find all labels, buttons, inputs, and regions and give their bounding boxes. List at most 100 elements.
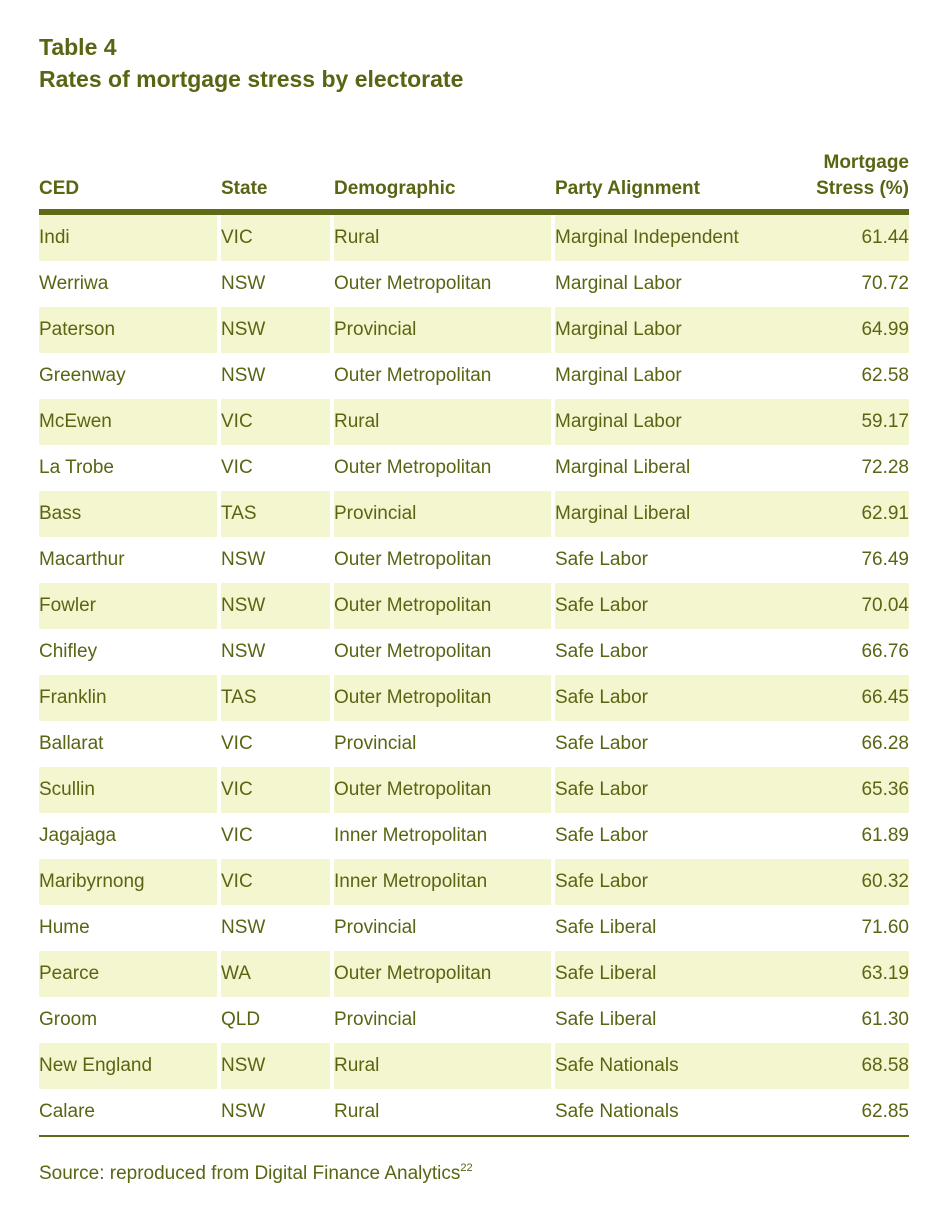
cell-stress: 66.28 xyxy=(861,733,909,754)
column-gap xyxy=(330,767,334,813)
column-header-stress-line1: Mortgage xyxy=(823,152,910,173)
column-gap xyxy=(217,675,221,721)
cell-party: Marginal Labor xyxy=(555,273,682,294)
column-gap xyxy=(551,813,555,859)
cell-ced: Franklin xyxy=(39,675,217,721)
cell-demographic: Rural xyxy=(334,1043,551,1089)
cell-state: NSW xyxy=(221,549,266,570)
column-gap xyxy=(330,997,334,1043)
cell-party: Safe Liberal xyxy=(555,1009,657,1030)
column-header-party: Party Alignment xyxy=(555,150,781,215)
cell-demographic: Rural xyxy=(334,212,551,261)
cell-stress: 66.76 xyxy=(861,641,909,662)
column-gap xyxy=(551,767,555,813)
cell-stress: 63.19 xyxy=(781,951,909,997)
cell-party: Safe Labor xyxy=(555,675,781,721)
column-gap xyxy=(551,399,555,445)
cell-ced: Werriwa xyxy=(39,273,109,294)
cell-party: Marginal Labor xyxy=(555,399,781,445)
cell-ced: Greenway xyxy=(39,365,126,386)
cell-ced: Jagajaga xyxy=(39,825,117,846)
column-gap xyxy=(217,997,221,1043)
cell-ced: Chifley xyxy=(39,641,98,662)
table-row: Macarthur NSW Outer Metropolitan Safe Labor… xyxy=(39,537,909,583)
column-gap xyxy=(551,1089,555,1137)
cell-stress: 65.36 xyxy=(781,767,909,813)
cell-demographic: Provincial xyxy=(334,733,417,754)
table-row: Jagajaga VIC Inner Metropolitan Safe Labor 6… xyxy=(39,813,909,859)
column-gap xyxy=(330,905,334,951)
column-gap xyxy=(217,399,221,445)
cell-state: NSW xyxy=(221,273,266,294)
column-gap xyxy=(217,1089,221,1137)
table-row: Ballarat VIC Provincial Safe Labor 66.28 xyxy=(39,721,909,767)
column-gap xyxy=(330,307,334,353)
cell-demographic: Provincial xyxy=(334,491,551,537)
cell-ced: McEwen xyxy=(39,399,217,445)
table-row: McEwen VIC Rural Marginal Labor 59.17 xyxy=(39,399,909,445)
cell-ced: Groom xyxy=(39,1009,98,1030)
column-gap xyxy=(551,859,555,905)
table-row: Groom QLD Provincial Safe Liberal 61.30 xyxy=(39,997,909,1043)
column-gap xyxy=(217,491,221,537)
cell-party: Safe Labor xyxy=(555,641,648,662)
column-gap xyxy=(551,629,555,675)
table-row: Fowler NSW Outer Metropolitan Safe Labor 70.… xyxy=(39,583,909,629)
column-gap xyxy=(551,307,555,353)
table-row: Paterson NSW Provincial Marginal Labor 64.99 xyxy=(39,307,909,353)
cell-state: TAS xyxy=(221,675,330,721)
cell-stress: 59.17 xyxy=(781,399,909,445)
column-gap xyxy=(330,675,334,721)
cell-stress: 66.45 xyxy=(781,675,909,721)
column-gap xyxy=(330,1089,334,1137)
column-gap xyxy=(330,399,334,445)
column-gap xyxy=(330,537,334,583)
cell-state: TAS xyxy=(221,491,330,537)
cell-state: NSW xyxy=(221,365,266,386)
cell-ced: Hume xyxy=(39,917,90,938)
cell-party: Safe Labor xyxy=(555,859,781,905)
cell-demographic: Outer Metropolitan xyxy=(334,951,551,997)
cell-demographic: Outer Metropolitan xyxy=(334,365,492,386)
cell-stress: 61.30 xyxy=(861,1009,909,1030)
column-gap xyxy=(551,353,555,399)
cell-party: Safe Nationals xyxy=(555,1043,781,1089)
cell-state: VIC xyxy=(221,733,253,754)
cell-state: VIC xyxy=(221,767,330,813)
column-gap xyxy=(330,491,334,537)
column-gap xyxy=(551,951,555,997)
table-number: Table 4 xyxy=(39,34,117,60)
cell-demographic: Outer Metropolitan xyxy=(334,675,551,721)
cell-demographic: Outer Metropolitan xyxy=(334,767,551,813)
cell-state: VIC xyxy=(221,212,330,261)
column-gap xyxy=(217,767,221,813)
cell-stress: 62.58 xyxy=(861,365,909,386)
column-gap xyxy=(551,997,555,1043)
cell-state: WA xyxy=(221,951,330,997)
table-title: Rates of mortgage stress by electorate xyxy=(39,66,464,92)
column-gap xyxy=(330,1043,334,1089)
cell-state: NSW xyxy=(221,917,266,938)
column-gap xyxy=(330,951,334,997)
column-gap xyxy=(551,212,555,261)
cell-stress: 71.60 xyxy=(861,917,909,938)
cell-ced: Ballarat xyxy=(39,733,104,754)
cell-ced: Indi xyxy=(39,212,217,261)
column-gap xyxy=(551,905,555,951)
column-gap xyxy=(217,583,221,629)
cell-state: VIC xyxy=(221,457,253,478)
column-gap xyxy=(217,629,221,675)
cell-party: Marginal Liberal xyxy=(555,491,781,537)
cell-stress: 76.49 xyxy=(861,549,909,570)
cell-party: Safe Liberal xyxy=(555,917,657,938)
column-gap xyxy=(330,212,334,261)
cell-demographic: Inner Metropolitan xyxy=(334,825,488,846)
column-gap xyxy=(330,859,334,905)
column-gap xyxy=(551,491,555,537)
cell-ced: Maribyrnong xyxy=(39,859,217,905)
cell-party: Marginal Liberal xyxy=(555,457,691,478)
cell-stress: 72.28 xyxy=(861,457,909,478)
table-row: Franklin TAS Outer Metropolitan Safe Labor 6… xyxy=(39,675,909,721)
column-header-stress: Mortgage Stress (%) xyxy=(781,150,910,215)
source-note: Source: reproduced from Digital Finance … xyxy=(39,1162,473,1185)
